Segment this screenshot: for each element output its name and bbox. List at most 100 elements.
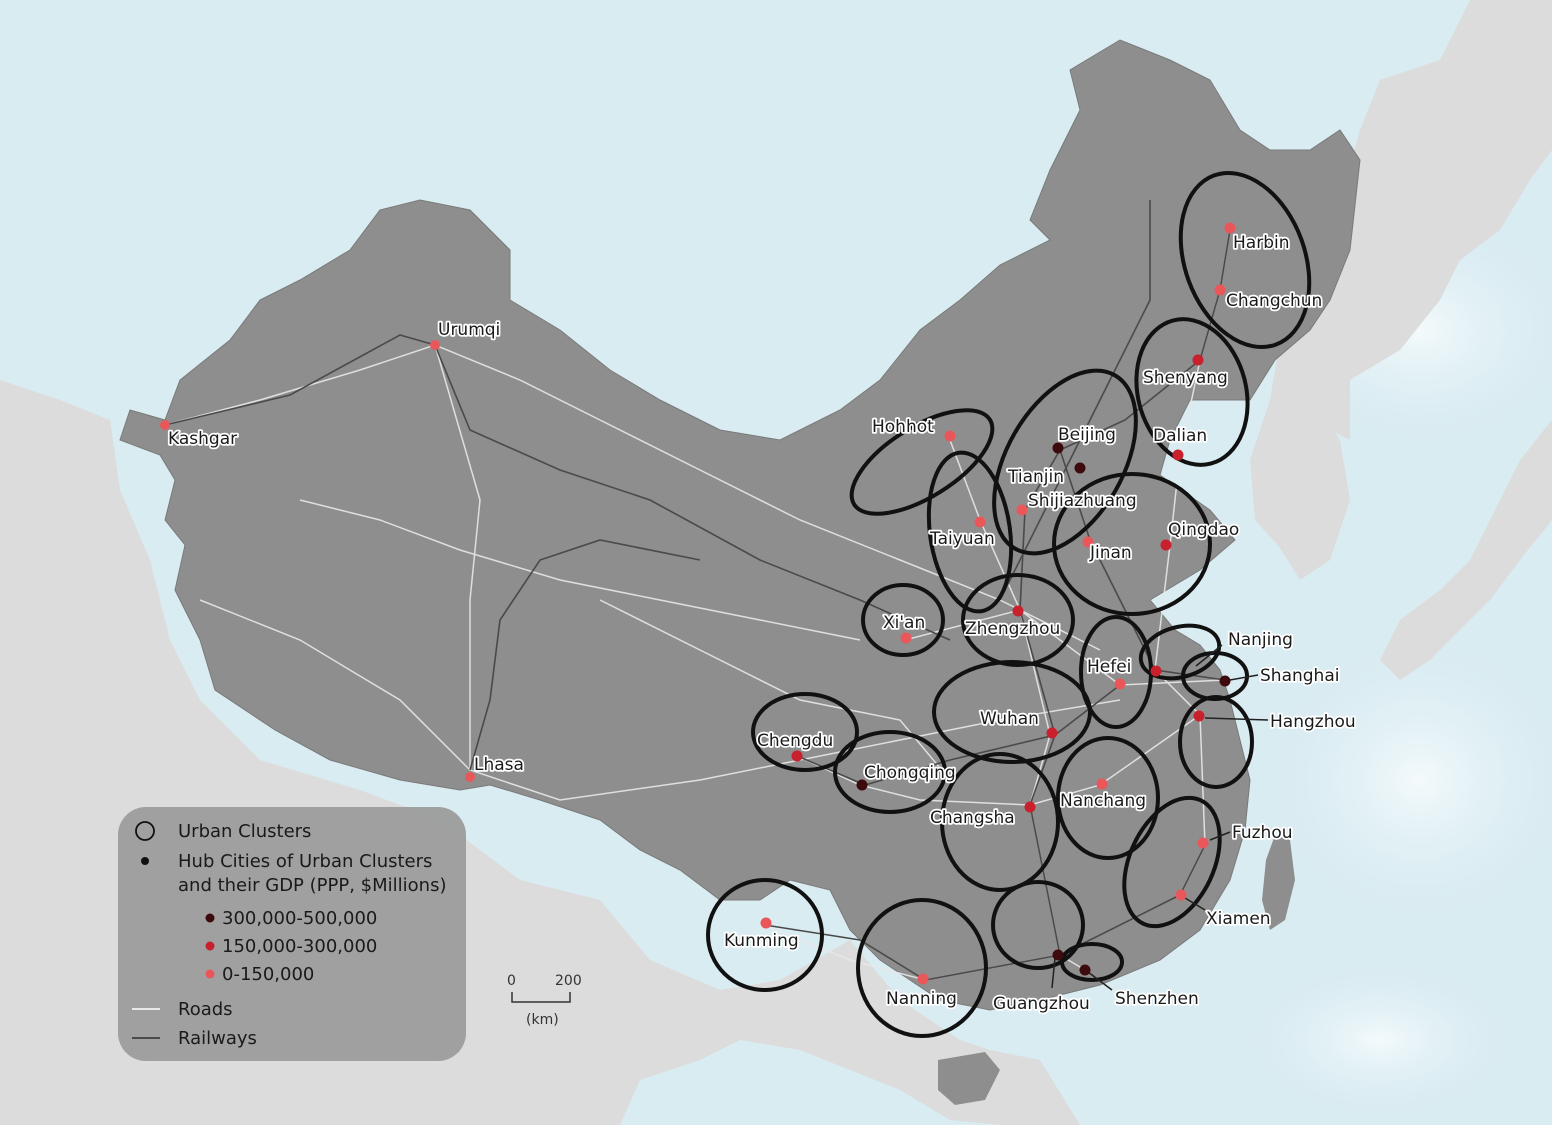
city-dot-chengdu[interactable] bbox=[791, 750, 803, 762]
city-dot-xiamen[interactable] bbox=[1175, 889, 1187, 901]
legend-cluster-symbol bbox=[135, 821, 155, 841]
city-dots bbox=[160, 222, 1236, 985]
city-label-hohhot: Hohhot bbox=[872, 417, 934, 437]
city-dot-nanning[interactable] bbox=[917, 973, 929, 985]
legend: Urban Clusters Hub Cities of Urban Clust… bbox=[118, 807, 466, 1061]
city-labels: Urumqi Kashgar Lhasa Harbin Changchun Sh… bbox=[166, 231, 1357, 1016]
railway-network bbox=[164, 200, 1231, 981]
city-dot-guangzhou[interactable] bbox=[1052, 949, 1064, 961]
scale-unit: (km) bbox=[526, 1012, 559, 1028]
city-dot-tianjin[interactable] bbox=[1074, 462, 1086, 474]
city-dot-zhengzhou[interactable] bbox=[1012, 605, 1024, 617]
city-label-hangzhou: Hangzhou bbox=[1270, 712, 1356, 732]
city-label-guangzhou: Guangzhou bbox=[993, 994, 1090, 1014]
cluster-chengdu[interactable] bbox=[751, 692, 859, 772]
city-label-harbin: Harbin bbox=[1233, 233, 1289, 253]
cluster-zhengzhou[interactable] bbox=[961, 573, 1075, 667]
cluster-harbin-changchun[interactable] bbox=[1158, 155, 1332, 365]
city-dot-xian[interactable] bbox=[900, 632, 912, 644]
city-label-zhengzhou: Zhengzhou bbox=[965, 619, 1060, 639]
city-label-taiyuan: Taiyuan bbox=[929, 529, 995, 549]
city-label-changsha: Changsha bbox=[930, 808, 1015, 828]
cluster-shenyang-dalian[interactable] bbox=[1121, 307, 1264, 478]
city-label-nanchang: Nanchang bbox=[1060, 791, 1146, 811]
urban-clusters bbox=[706, 155, 1332, 1038]
cluster-beijing-tianjin[interactable] bbox=[965, 346, 1165, 577]
city-dot-jinan[interactable] bbox=[1082, 536, 1094, 548]
legend-gdp-high: 300,000-500,000 bbox=[222, 908, 377, 929]
cluster-nanjing[interactable] bbox=[1135, 617, 1225, 686]
city-dot-fuzhou[interactable] bbox=[1197, 837, 1209, 849]
city-dot-qingdao[interactable] bbox=[1160, 539, 1172, 551]
cluster-kunming[interactable] bbox=[706, 878, 824, 992]
city-label-shenzhen: Shenzhen bbox=[1115, 989, 1199, 1009]
legend-roads-label: Roads bbox=[178, 999, 233, 1020]
city-label-xian: Xi'an bbox=[883, 613, 925, 633]
city-label-qingdao: Qingdao bbox=[1168, 520, 1239, 540]
city-label-lhasa: Lhasa bbox=[474, 755, 524, 775]
city-dot-shenyang[interactable] bbox=[1192, 354, 1204, 366]
city-dot-chongqing[interactable] bbox=[856, 779, 868, 791]
legend-gdp-mid-dot bbox=[205, 941, 215, 951]
cluster-nanning[interactable] bbox=[856, 898, 988, 1038]
scale-max: 200 bbox=[555, 973, 582, 989]
city-label-kunming: Kunming bbox=[724, 931, 799, 951]
city-dot-shijiazhuang[interactable] bbox=[1016, 504, 1028, 516]
city-dot-kunming[interactable] bbox=[760, 917, 772, 929]
legend-gdp-low-dot bbox=[205, 969, 215, 979]
city-label-tianjin: Tianjin bbox=[1007, 467, 1064, 487]
city-label-beijing: Beijing bbox=[1058, 425, 1116, 445]
hainan bbox=[938, 1052, 1000, 1105]
city-dot-kashgar[interactable] bbox=[160, 420, 170, 430]
city-dot-dalian[interactable] bbox=[1172, 449, 1184, 461]
city-label-shanghai: Shanghai bbox=[1260, 666, 1339, 686]
city-dot-urumqi[interactable] bbox=[430, 340, 440, 350]
korea bbox=[1265, 390, 1350, 580]
scale-bar: 0 200 (km) bbox=[507, 973, 582, 1028]
legend-hub-symbol bbox=[141, 857, 149, 865]
cluster-hangzhou[interactable] bbox=[1178, 695, 1254, 789]
legend-clusters-label: Urban Clusters bbox=[178, 821, 311, 842]
legend-background bbox=[118, 807, 466, 1061]
cluster-shandong[interactable] bbox=[1052, 472, 1212, 616]
cluster-shenzhen[interactable] bbox=[1060, 942, 1124, 982]
cluster-nanchang[interactable] bbox=[1056, 736, 1160, 860]
city-dot-changsha[interactable] bbox=[1024, 801, 1036, 813]
city-label-nanning: Nanning bbox=[886, 989, 957, 1009]
city-dot-hefei[interactable] bbox=[1114, 678, 1126, 690]
cluster-wuhan[interactable] bbox=[932, 660, 1092, 764]
city-dot-lhasa[interactable] bbox=[465, 772, 475, 782]
cluster-changsha[interactable] bbox=[940, 752, 1060, 892]
city-label-shijiazhuang: Shijiazhuang bbox=[1028, 491, 1137, 511]
cluster-hohhot[interactable] bbox=[836, 390, 1009, 534]
city-label-jinan: Jinan bbox=[1089, 543, 1132, 563]
city-dot-taiyuan[interactable] bbox=[974, 516, 986, 528]
city-dot-shanghai[interactable] bbox=[1219, 675, 1231, 687]
japan bbox=[1380, 420, 1552, 680]
cluster-guangzhou[interactable] bbox=[991, 880, 1085, 970]
city-label-shenyang: Shenyang bbox=[1143, 368, 1228, 388]
city-dot-harbin[interactable] bbox=[1224, 222, 1236, 234]
taiwan bbox=[1262, 835, 1295, 930]
sea-glow bbox=[1260, 630, 1552, 930]
legend-railways-label: Railways bbox=[178, 1028, 257, 1049]
city-label-chongqing: Chongqing bbox=[864, 763, 956, 783]
cluster-chongqing[interactable] bbox=[833, 730, 947, 814]
city-dot-beijing[interactable] bbox=[1052, 442, 1064, 454]
city-dot-wuhan[interactable] bbox=[1046, 727, 1058, 739]
city-dot-shenzhen[interactable] bbox=[1079, 964, 1091, 976]
legend-gdp-mid: 150,000-300,000 bbox=[222, 936, 377, 957]
china-landmass bbox=[119, 39, 1361, 1011]
city-dot-nanjing[interactable] bbox=[1150, 665, 1162, 677]
city-dot-hangzhou[interactable] bbox=[1193, 710, 1205, 722]
city-dot-hohhot[interactable] bbox=[944, 430, 956, 442]
city-dot-changchun[interactable] bbox=[1214, 284, 1226, 296]
cluster-xian[interactable] bbox=[861, 583, 945, 657]
city-dot-nanchang[interactable] bbox=[1096, 778, 1108, 790]
cluster-taiyuan[interactable] bbox=[919, 447, 1020, 617]
city-label-xiamen: Xiamen bbox=[1206, 909, 1271, 929]
leader-lines bbox=[1051, 644, 1269, 991]
cluster-fujian[interactable] bbox=[1105, 783, 1239, 942]
city-label-kashgar: Kashgar bbox=[168, 429, 237, 449]
